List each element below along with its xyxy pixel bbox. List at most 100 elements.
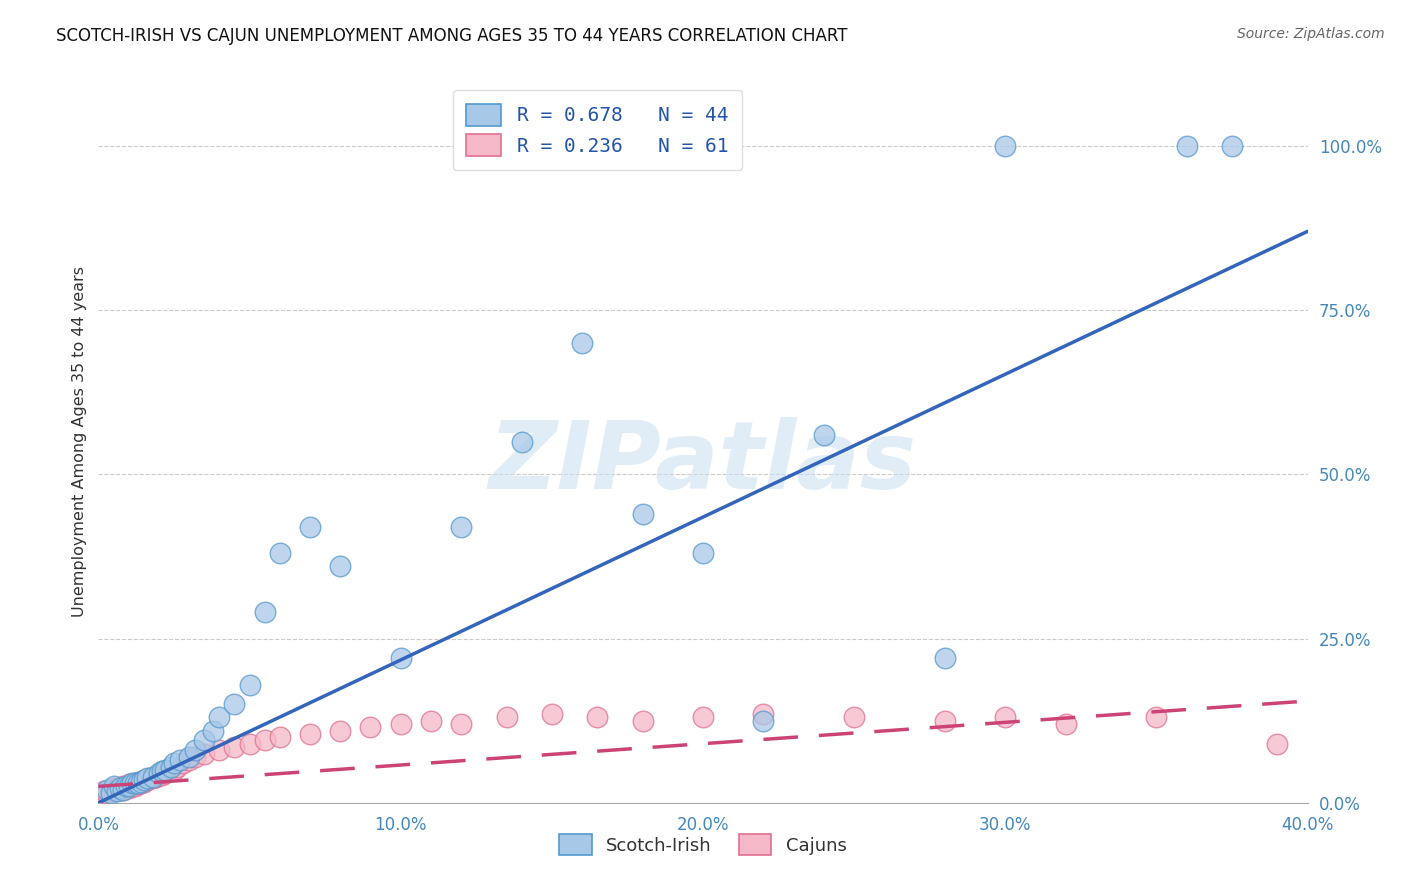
Point [450, 520, 472, 534]
Point [124, 780, 146, 794]
Point [329, 559, 352, 574]
Point [111, 782, 134, 797]
Point [108, 782, 131, 797]
Point [160, 760, 183, 774]
Point [121, 776, 143, 790]
Point [360, 720, 382, 734]
Text: Source: ZipAtlas.com: Source: ZipAtlas.com [1237, 27, 1385, 41]
Point [208, 710, 231, 724]
Point [124, 776, 146, 790]
Point [844, 710, 866, 724]
Point [1267, 737, 1289, 751]
Point [169, 753, 191, 767]
Point [121, 780, 143, 794]
Point [132, 774, 155, 789]
Point [103, 782, 125, 797]
Point [1220, 139, 1243, 153]
Point [163, 756, 186, 771]
Point [118, 781, 141, 796]
Point [150, 768, 173, 782]
Point [153, 766, 176, 780]
Point [389, 651, 412, 665]
Point [139, 771, 162, 785]
Point [299, 520, 322, 534]
Point [105, 784, 128, 798]
Point [153, 763, 176, 777]
Point [135, 771, 157, 785]
Point [179, 753, 201, 767]
Point [132, 772, 155, 787]
Point [239, 737, 262, 751]
Point [253, 605, 276, 619]
Point [239, 677, 262, 691]
Point [108, 781, 131, 796]
Legend: Scotch-Irish, Cajuns: Scotch-Irish, Cajuns [553, 827, 853, 863]
Point [150, 764, 173, 779]
Point [269, 546, 291, 560]
Point [103, 780, 125, 794]
Point [103, 781, 125, 796]
Point [127, 776, 149, 790]
Point [114, 780, 136, 794]
Point [253, 733, 276, 747]
Point [163, 763, 186, 777]
Point [172, 756, 194, 771]
Point [121, 777, 143, 791]
Point [586, 710, 609, 724]
Point [93, 784, 115, 798]
Point [389, 717, 412, 731]
Point [450, 717, 472, 731]
Point [631, 507, 654, 521]
Point [269, 730, 291, 744]
Point [571, 336, 593, 351]
Point [148, 768, 170, 782]
Point [1144, 710, 1167, 724]
Point [124, 776, 146, 790]
Point [510, 434, 533, 449]
Point [166, 760, 188, 774]
Y-axis label: Unemployment Among Ages 35 to 44 years: Unemployment Among Ages 35 to 44 years [72, 266, 87, 617]
Point [692, 710, 714, 724]
Point [752, 707, 775, 722]
Point [179, 749, 201, 764]
Point [934, 651, 956, 665]
Point [299, 727, 322, 741]
Point [156, 764, 179, 779]
Point [118, 777, 141, 791]
Point [127, 777, 149, 791]
Point [202, 723, 225, 738]
Point [934, 714, 956, 728]
Point [111, 780, 134, 794]
Point [184, 749, 207, 764]
Point [135, 772, 157, 787]
Point [100, 786, 122, 800]
Point [129, 776, 152, 790]
Point [420, 714, 443, 728]
Point [105, 781, 128, 796]
Point [193, 747, 215, 761]
Point [224, 698, 246, 712]
Point [111, 782, 134, 797]
Point [1054, 717, 1077, 731]
Point [129, 774, 152, 789]
Point [96, 782, 118, 797]
Point [994, 139, 1017, 153]
Point [118, 780, 141, 794]
Point [108, 781, 131, 796]
Point [148, 766, 170, 780]
Point [813, 428, 835, 442]
Point [495, 710, 517, 724]
Point [142, 770, 165, 784]
Text: SCOTCH-IRISH VS CAJUN UNEMPLOYMENT AMONG AGES 35 TO 44 YEARS CORRELATION CHART: SCOTCH-IRISH VS CAJUN UNEMPLOYMENT AMONG… [56, 27, 848, 45]
Point [105, 782, 128, 797]
Text: ZIPatlas: ZIPatlas [489, 417, 917, 509]
Point [329, 723, 352, 738]
Point [96, 786, 118, 800]
Point [994, 710, 1017, 724]
Point [184, 743, 207, 757]
Point [114, 780, 136, 794]
Point [142, 771, 165, 785]
Point [100, 784, 122, 798]
Point [692, 546, 714, 560]
Point [752, 714, 775, 728]
